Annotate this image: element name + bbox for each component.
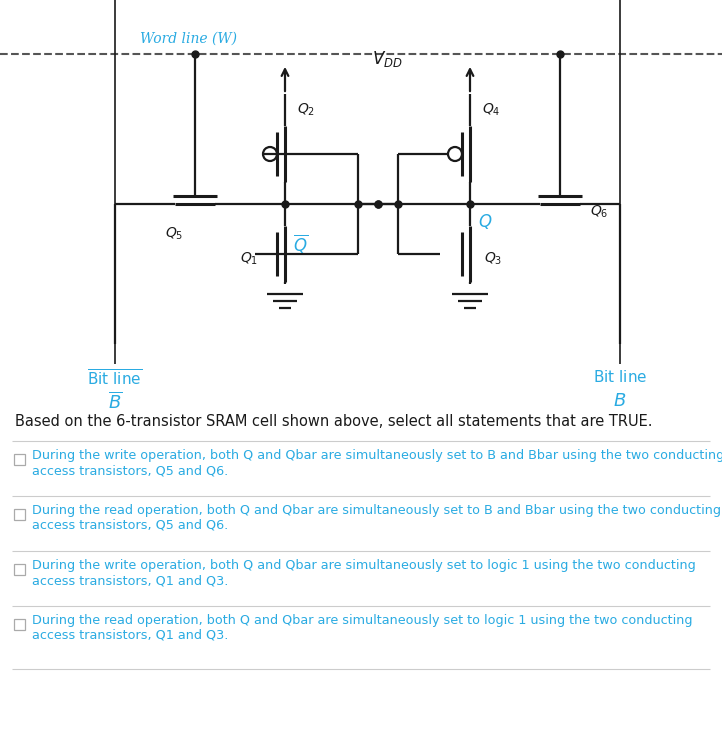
Text: $Q_6$: $Q_6$ bbox=[590, 204, 609, 220]
Text: Based on the 6-transistor SRAM cell shown above, select all statements that are : Based on the 6-transistor SRAM cell show… bbox=[15, 414, 653, 429]
Text: $V_{DD}$: $V_{DD}$ bbox=[372, 49, 403, 69]
Bar bbox=[14, 619, 25, 630]
Text: $Q_1$: $Q_1$ bbox=[240, 251, 258, 267]
Text: access transistors, Q5 and Q6.: access transistors, Q5 and Q6. bbox=[32, 519, 228, 532]
Bar bbox=[14, 509, 25, 520]
Text: $\mathrm{Bit\ line}$: $\mathrm{Bit\ line}$ bbox=[593, 369, 647, 385]
Text: $\overline{B}$: $\overline{B}$ bbox=[108, 392, 122, 413]
Text: access transistors, Q1 and Q3.: access transistors, Q1 and Q3. bbox=[32, 574, 228, 587]
Text: access transistors, Q1 and Q3.: access transistors, Q1 and Q3. bbox=[32, 629, 228, 642]
Bar bbox=[14, 564, 25, 575]
Text: Word line (W): Word line (W) bbox=[140, 32, 237, 46]
Text: $Q_4$: $Q_4$ bbox=[482, 102, 500, 118]
Text: During the read operation, both Q and Qbar are simultaneously set to B and Bbar : During the read operation, both Q and Qb… bbox=[32, 504, 721, 517]
Text: $Q$: $Q$ bbox=[478, 212, 492, 231]
Text: $Q_2$: $Q_2$ bbox=[297, 102, 315, 118]
Text: $\overline{Q}$: $\overline{Q}$ bbox=[293, 232, 308, 255]
Text: $B$: $B$ bbox=[614, 392, 627, 410]
Text: $\overline{\mathrm{Bit\ line}}$: $\overline{\mathrm{Bit\ line}}$ bbox=[87, 369, 142, 389]
Text: access transistors, Q5 and Q6.: access transistors, Q5 and Q6. bbox=[32, 464, 228, 477]
Text: During the read operation, both Q and Qbar are simultaneously set to logic 1 usi: During the read operation, both Q and Qb… bbox=[32, 614, 692, 627]
Text: $Q_3$: $Q_3$ bbox=[484, 251, 503, 267]
Bar bbox=[14, 454, 25, 465]
Text: During the write operation, both Q and Qbar are simultaneously set to B and Bbar: During the write operation, both Q and Q… bbox=[32, 449, 722, 462]
Text: $Q_5$: $Q_5$ bbox=[165, 225, 183, 243]
Text: During the write operation, both Q and Qbar are simultaneously set to logic 1 us: During the write operation, both Q and Q… bbox=[32, 559, 696, 572]
